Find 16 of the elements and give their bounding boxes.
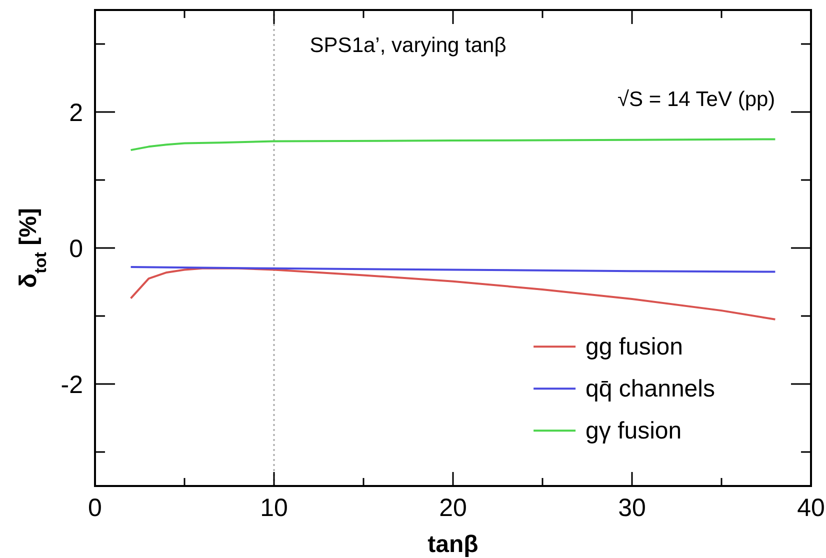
x-tick-label: 20 — [439, 494, 467, 522]
legend-label: qq̄ channels — [586, 376, 715, 403]
x-axis-title: tanβ — [428, 531, 478, 558]
x-tick-label: 0 — [88, 494, 102, 522]
annotation: SPS1a’, varying tanβ — [310, 34, 506, 57]
x-tick-label: 30 — [618, 494, 646, 522]
x-tick-label: 40 — [797, 494, 825, 522]
annotation: √S = 14 TeV (pp) — [618, 88, 776, 111]
x-tick-label: 10 — [260, 494, 288, 522]
line-series — [130, 267, 776, 320]
legend-label: gγ fusion — [586, 418, 682, 445]
y-tick-label: 2 — [69, 99, 83, 127]
y-tick-label: 0 — [69, 235, 83, 263]
y-tick-label: -2 — [60, 371, 83, 399]
line-series — [130, 138, 776, 152]
legend-label: gg fusion — [586, 334, 683, 361]
